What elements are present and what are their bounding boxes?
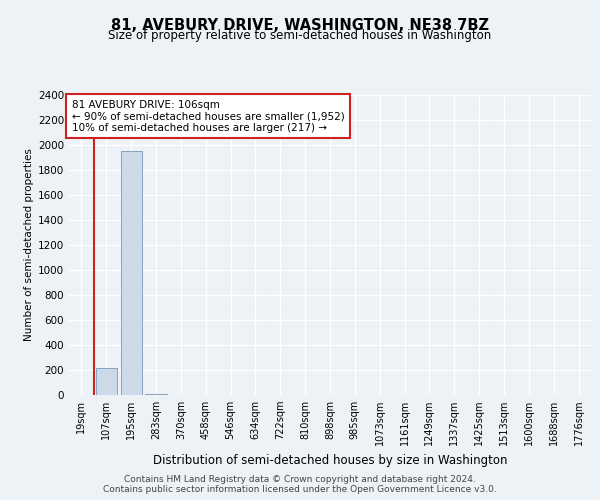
Text: Contains HM Land Registry data © Crown copyright and database right 2024.
Contai: Contains HM Land Registry data © Crown c…	[103, 474, 497, 494]
Y-axis label: Number of semi-detached properties: Number of semi-detached properties	[24, 148, 34, 342]
X-axis label: Distribution of semi-detached houses by size in Washington: Distribution of semi-detached houses by …	[153, 454, 507, 466]
Text: 81 AVEBURY DRIVE: 106sqm
← 90% of semi-detached houses are smaller (1,952)
10% o: 81 AVEBURY DRIVE: 106sqm ← 90% of semi-d…	[71, 100, 344, 132]
Text: Size of property relative to semi-detached houses in Washington: Size of property relative to semi-detach…	[109, 29, 491, 42]
Bar	[121, 151, 142, 395]
Bar	[96, 368, 117, 395]
Text: 81, AVEBURY DRIVE, WASHINGTON, NE38 7BZ: 81, AVEBURY DRIVE, WASHINGTON, NE38 7BZ	[111, 18, 489, 32]
Bar	[145, 394, 167, 395]
